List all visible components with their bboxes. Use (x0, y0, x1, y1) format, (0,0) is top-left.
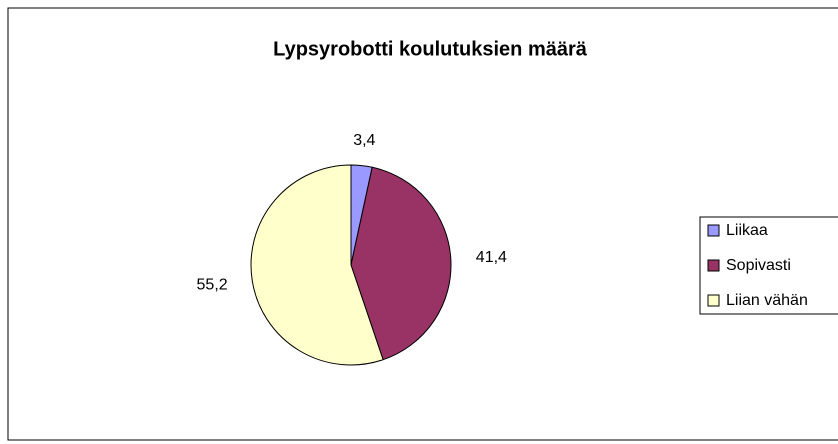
pie-slice (250, 164, 384, 366)
legend-swatch (707, 294, 720, 307)
legend-swatch (707, 224, 720, 237)
legend-label: Liian vähän (726, 292, 808, 309)
chart-title: Lypsyrobotti koulutuksien määrä (273, 38, 588, 60)
legend-box (699, 216, 838, 315)
legend-swatch (707, 259, 720, 272)
pie-slice (350, 166, 452, 361)
data-label: 55,2 (197, 277, 228, 294)
data-label: 41,4 (476, 249, 507, 266)
legend-label: Sopivasti (726, 257, 791, 274)
data-label: 3,4 (353, 132, 375, 149)
legend-label: Liikaa (726, 222, 768, 239)
